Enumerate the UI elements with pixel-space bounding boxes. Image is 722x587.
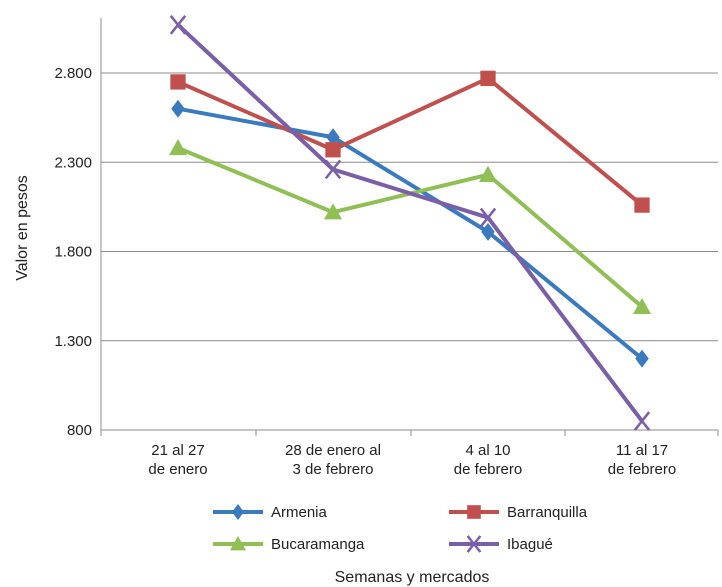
legend-label: Barranquilla [507,504,588,521]
data-point [633,411,651,431]
data-point [480,70,496,87]
data-point [481,222,495,241]
x-tick-label: 28 de enero al [285,442,381,459]
y-tick-label: 2.800 [54,65,92,82]
legend-label: Ibagué [507,536,553,553]
legend-label: Bucaramanga [271,536,365,553]
y-tick-label: 2.300 [54,154,92,171]
x-tick-label: de febrero [454,461,522,478]
data-point [324,159,342,180]
x-axis-ticks: 21 al 27 de enero 28 de enero al 3 de febre… [148,442,676,478]
y-axis-ticks: 800 1.300 1.800 2.300 2.800 [54,65,92,439]
series-ibagu [169,15,651,431]
data-point [170,74,186,90]
data-point [169,15,187,35]
legend-item: Bucaramanga [213,536,365,553]
series-line [177,106,644,361]
y-tick-label: 800 [67,422,92,439]
series-armenia [171,99,649,368]
series-bucaramanga [169,138,651,315]
y-tick-label: 1.800 [54,244,92,261]
x-axis-title: Semanas y mercados [335,569,490,586]
data-point [325,142,341,158]
data-point-stroke [633,411,651,431]
series-layer [169,15,651,431]
legend-item: Ibagué [449,535,553,553]
data-point [169,138,187,156]
series-barranquilla [170,70,650,213]
legend: Armenia Barranquilla Bucaramanga Ibagué [213,504,588,553]
data-point [479,165,497,182]
data-point [466,535,482,553]
data-point [230,536,246,551]
data-point [635,349,649,368]
data-point-stroke [324,159,342,180]
legend-item: Armenia [213,504,328,521]
legend-item: Barranquilla [449,504,588,521]
x-tick-label: 11 al 17 [616,442,668,459]
data-point [324,203,342,220]
data-point [171,99,185,118]
data-point [479,207,497,228]
x-tick-label: de enero [148,461,207,478]
data-point-stroke [479,207,497,228]
data-point [633,297,651,315]
grid-lines [101,72,718,342]
series-line [177,76,644,207]
x-tick-label: 4 al 10 [465,442,510,459]
legend-label: Armenia [271,504,328,521]
x-tick-label: 3 de febrero [293,461,374,478]
data-point-stroke [169,15,187,35]
x-tick-label: de febrero [608,461,676,478]
y-tick-label: 1.300 [54,333,92,350]
data-point [467,505,481,519]
data-point [232,504,244,520]
data-point [326,128,340,147]
series-line [177,146,644,309]
series-line [176,23,644,423]
x-tick-label: 21 al 27 [151,442,204,459]
data-point [634,197,650,213]
x-axis [100,18,719,436]
y-axis-title: Valor en pesos [14,175,31,281]
data-point-stroke [466,535,482,553]
